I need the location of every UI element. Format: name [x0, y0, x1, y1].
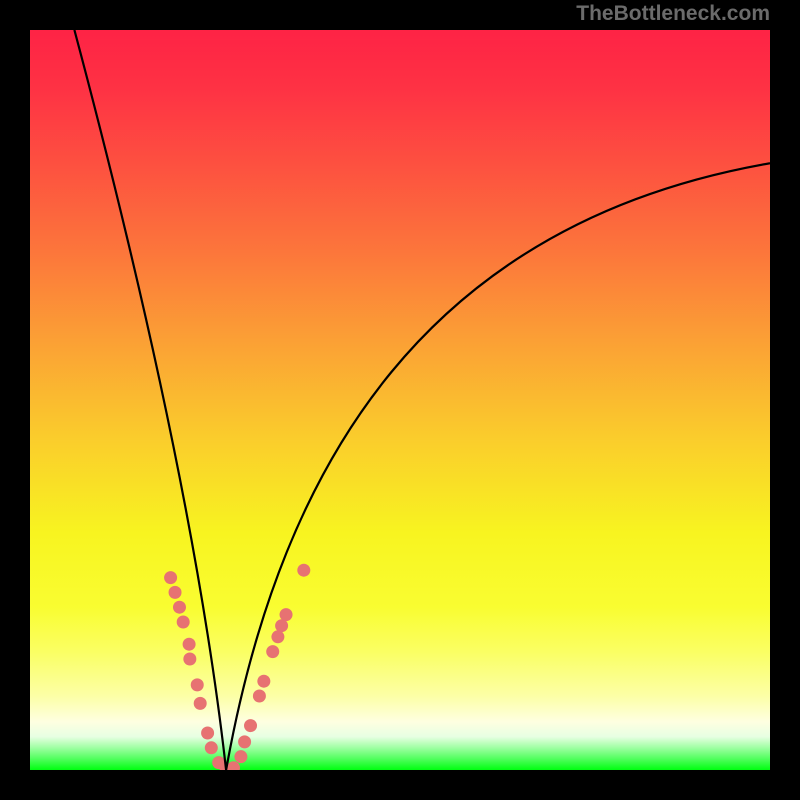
plot-area	[30, 30, 770, 770]
gradient-background	[30, 30, 770, 770]
watermark-text: TheBottleneck.com	[576, 2, 770, 26]
chart-container: TheBottleneck.com	[0, 0, 800, 800]
